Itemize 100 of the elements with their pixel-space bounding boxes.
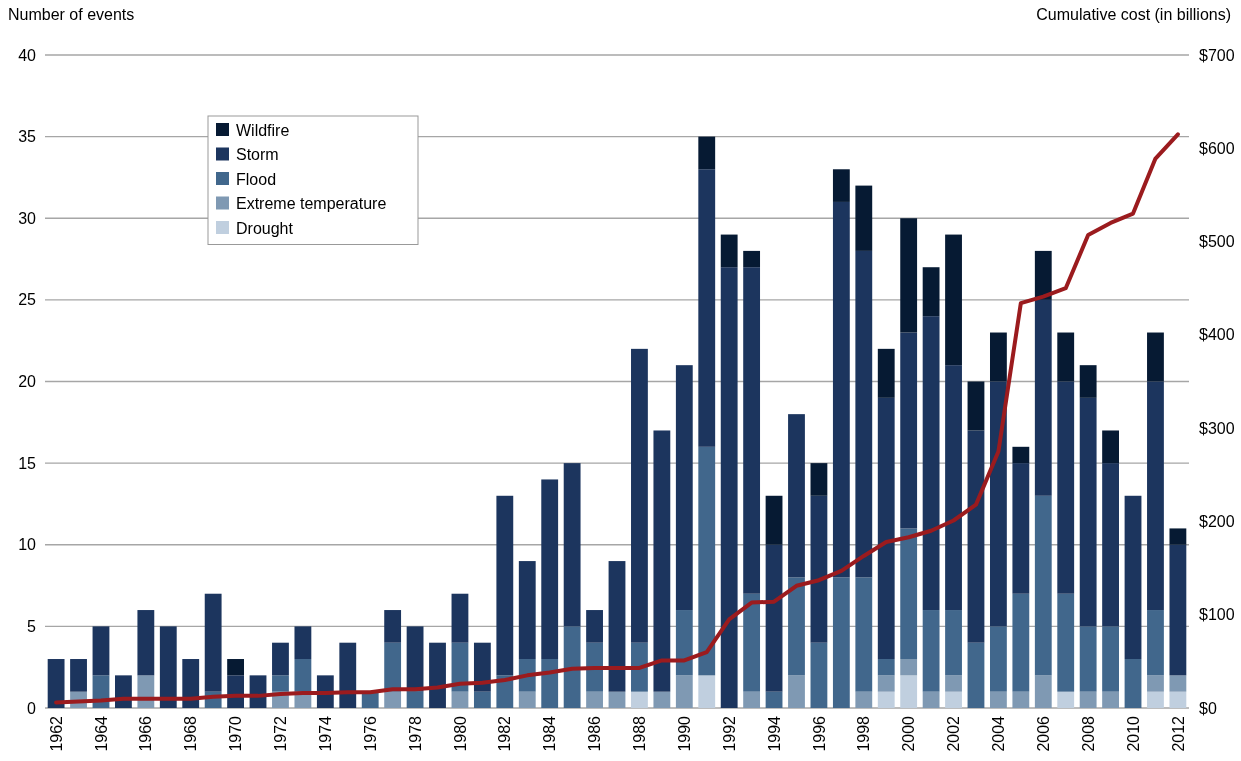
bar [743,267,761,594]
bar [922,610,940,692]
bar [406,691,424,708]
bar [877,397,895,660]
bar [518,691,536,708]
bar [720,267,738,708]
bar [586,691,603,708]
bar [1034,495,1052,676]
bar [1124,659,1142,708]
bar [855,250,873,578]
bar [922,691,940,708]
bar [1169,528,1187,545]
bar [1034,250,1052,300]
bar [900,675,918,708]
y-tick-label: 25 [18,291,37,309]
bar [384,610,402,643]
y2-axis-title: Cumulative cost (in billions) [1036,6,1231,23]
bar [810,495,828,643]
y2-tick-label: $400 [1199,326,1235,344]
bar [945,675,962,692]
bar [631,691,648,708]
bar [967,381,985,431]
bar [1079,365,1097,398]
bar [384,642,402,692]
bar [990,691,1007,708]
bar [967,430,985,643]
y-tick-label: 5 [27,617,37,635]
bar [473,642,491,692]
bar [698,136,716,170]
x-tick-label: 1966 [137,715,155,752]
x-tick-label: 2006 [1034,715,1052,752]
x-tick-label: 1964 [92,715,110,752]
bar [743,250,761,268]
bar [563,626,581,708]
bar [765,691,783,708]
bar [541,479,559,660]
bar [1102,430,1119,464]
bar [788,577,805,676]
x-tick-label: 1998 [855,715,873,752]
bar [743,691,761,708]
bar [720,234,738,268]
x-tick-label: 2002 [945,715,963,752]
y2-tick-label: $500 [1199,233,1235,251]
bar [70,659,87,692]
y2-tick-label: $0 [1199,699,1217,717]
bar [227,659,244,676]
y2-tick-label: $200 [1199,513,1235,531]
y2-tick-label: $700 [1199,46,1235,64]
x-tick-label: 1974 [316,715,334,752]
legend-label: Wildfire [236,121,290,139]
bar [1147,610,1164,676]
x-tick-label: 1976 [361,715,379,752]
bar [1079,626,1097,692]
x-tick-label: 1970 [227,715,245,752]
legend-label: Storm [236,146,279,164]
bar [1147,332,1164,382]
bar [698,446,716,676]
bar [429,642,446,708]
bar [1079,397,1097,627]
x-tick-label: 2008 [1079,715,1097,752]
y2-tick-label: $300 [1199,419,1235,437]
bar [159,626,177,708]
bar [675,365,693,611]
x-tick-label: 2012 [1169,715,1187,752]
bar [990,332,1007,382]
x-tick-label: 1996 [810,715,828,752]
bar [272,642,289,676]
bar [541,659,559,708]
bar [900,332,918,529]
bar [1169,675,1187,692]
bar [1147,691,1164,708]
y-tick-label: 0 [27,699,37,717]
bar [586,610,603,643]
x-tick-label: 2004 [990,715,1008,752]
bar [945,691,962,708]
bar [675,675,693,708]
bar [877,675,895,692]
bar [406,626,424,692]
bar [92,626,110,676]
bar [294,659,312,692]
bar [1147,381,1164,611]
bar [339,642,357,708]
x-tick-label: 1994 [765,715,783,752]
bar [922,316,940,611]
bar [1169,544,1187,676]
bar [1169,691,1187,708]
bar [1057,332,1075,382]
bar [272,675,289,692]
bar [675,610,693,676]
bar [586,642,603,692]
bar [1102,626,1119,692]
bar [832,577,850,708]
y-tick-label: 10 [18,536,37,554]
x-tick-label: 1990 [675,715,693,752]
x-tick-label: 1980 [451,715,469,752]
y-tick-label: 30 [18,209,37,227]
bar [945,610,962,676]
bar [1057,593,1075,692]
y-tick-label: 15 [18,454,37,472]
bar [877,659,895,676]
